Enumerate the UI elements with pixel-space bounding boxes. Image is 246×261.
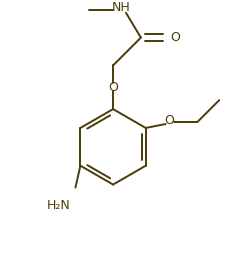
- Text: O: O: [165, 114, 174, 127]
- Text: NH: NH: [112, 1, 130, 14]
- Text: O: O: [171, 31, 181, 44]
- Text: O: O: [108, 81, 118, 94]
- Text: H₂N: H₂N: [47, 199, 70, 212]
